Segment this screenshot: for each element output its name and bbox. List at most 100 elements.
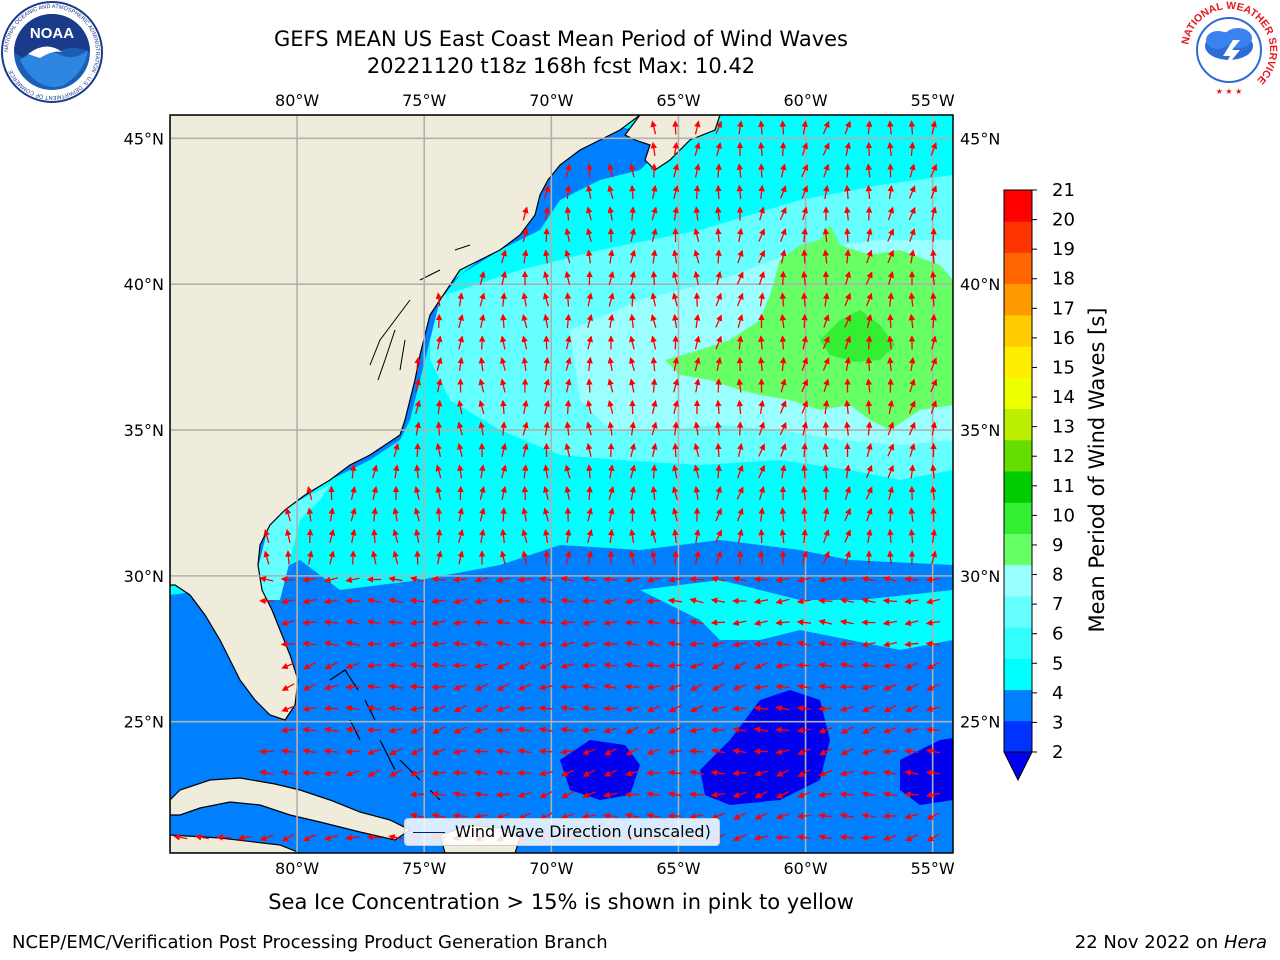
lon-tick-label-top: 60°W (783, 91, 827, 110)
wave-direction-arrow (479, 313, 486, 329)
wave-direction-arrow (818, 769, 833, 777)
wave-direction-arrow (930, 485, 937, 501)
wave-direction-arrow (882, 641, 897, 648)
wave-direction-arrow (564, 184, 572, 200)
wave-direction-arrow (710, 791, 725, 798)
wave-direction-arrow (646, 597, 661, 605)
wave-direction-arrow (543, 270, 550, 285)
wave-direction-arrow (822, 249, 830, 264)
wave-direction-arrow (522, 399, 529, 415)
wave-direction-arrow (930, 400, 937, 414)
wave-direction-arrow (844, 227, 851, 243)
wave-direction-arrow (500, 399, 507, 415)
colorbar-tick-label: 9 (1052, 535, 1063, 556)
wave-direction-arrow (904, 662, 919, 669)
wave-direction-arrow (668, 726, 682, 734)
wave-direction-arrow (779, 421, 787, 436)
wave-direction-arrow (452, 640, 468, 648)
wave-direction-arrow (323, 619, 339, 626)
bright-green-core (820, 310, 895, 362)
wave-direction-arrow (668, 704, 682, 713)
wave-direction-arrow (350, 528, 357, 544)
wave-direction-arrow (887, 399, 894, 415)
wave-direction-arrow (431, 705, 446, 713)
sea-ice-caption: Sea Ice Concentration > 15% is shown in … (268, 890, 854, 914)
colorbar-tick-label: 13 (1052, 417, 1075, 438)
wave-direction-arrow (754, 812, 768, 820)
wave-direction-arrow (715, 507, 722, 522)
wave-direction-arrow (646, 640, 661, 647)
wave-direction-arrow (672, 313, 679, 329)
wave-direction-arrow (629, 464, 636, 479)
wave-direction-arrow (345, 834, 360, 841)
lon-tick-label-bottom: 70°W (529, 859, 573, 878)
wave-direction-arrow (280, 769, 296, 776)
wave-direction-arrow (775, 640, 790, 648)
wave-direction-arrow (646, 662, 661, 669)
lon-tick-label-bottom: 65°W (656, 859, 700, 878)
wave-direction-arrow (904, 576, 919, 583)
wave-direction-arrow (779, 292, 787, 307)
wave-direction-arrow (281, 705, 295, 712)
wave-direction-arrow (431, 597, 446, 605)
wave-direction-arrow (887, 507, 894, 522)
wave-direction-arrow (414, 442, 421, 458)
wave-direction-arrow (410, 726, 424, 734)
wave-direction-arrow (323, 726, 339, 733)
wave-direction-arrow (366, 834, 382, 841)
wave-direction-arrow (844, 120, 852, 135)
wave-direction-arrow (366, 662, 382, 669)
footer-date-text: 22 Nov 2022 on (1074, 932, 1224, 953)
wave-direction-arrow (823, 184, 830, 200)
wave-direction-arrow (457, 356, 464, 372)
wave-direction-arrow (280, 576, 296, 583)
wave-direction-arrow (758, 356, 765, 372)
wave-direction-arrow (388, 641, 403, 648)
wave-direction-arrow (672, 378, 679, 393)
wave-direction-arrow (650, 550, 657, 565)
wave-direction-arrow (478, 464, 486, 479)
wave-direction-arrow (758, 486, 765, 500)
wave-direction-arrow (801, 421, 808, 436)
wave-direction-arrow (818, 812, 833, 820)
wave-direction-arrow (435, 464, 442, 479)
wave-direction-arrow (521, 356, 529, 371)
wave-direction-arrow (926, 812, 940, 820)
wave-direction-arrow (538, 705, 554, 712)
wave-direction-arrow (435, 292, 443, 307)
noaa-logo: NOAA NATIONAL OCEANIC AND ATMOSPHERIC AD… (1, 1, 103, 103)
wave-direction-arrow (495, 576, 510, 583)
wave-direction-arrow (560, 619, 575, 626)
wave-direction-arrow (758, 421, 766, 436)
wave-direction-arrow (930, 464, 937, 479)
wave-direction-arrow (259, 576, 274, 583)
wave-direction-arrow (844, 141, 851, 156)
wave-direction-arrow (475, 683, 489, 691)
wave-direction-arrow (930, 142, 938, 156)
wave-direction-arrow (452, 619, 468, 626)
wave-direction-arrow (823, 314, 830, 328)
wave-direction-arrow (753, 576, 769, 583)
wave-direction-arrow (822, 464, 830, 479)
wave-direction-arrow (672, 184, 679, 199)
wave-direction-arrow (474, 727, 489, 734)
wave-direction-arrow (650, 141, 658, 156)
wave-direction-arrow (844, 486, 851, 500)
wave-direction-arrow (818, 640, 833, 647)
wave-direction-arrow (930, 270, 937, 285)
wave-direction-arrow (882, 597, 898, 605)
nearshore-blue-strip (240, 120, 660, 600)
wave-direction-arrow (672, 550, 679, 565)
wave-direction-arrow (517, 597, 532, 604)
wave-direction-arrow (861, 597, 876, 604)
wave-direction-arrow (280, 640, 296, 648)
wave-direction-arrow (393, 442, 400, 457)
wave-direction-arrow (651, 227, 658, 242)
wave-direction-arrow (865, 206, 873, 221)
wave-direction-arrow (500, 507, 507, 522)
wave-direction-arrow (581, 812, 596, 820)
wave-direction-arrow (737, 249, 744, 264)
wave-direction-arrow (414, 507, 421, 522)
wave-direction-arrow (646, 812, 661, 820)
lon-tick-label-bottom: 55°W (911, 859, 955, 878)
